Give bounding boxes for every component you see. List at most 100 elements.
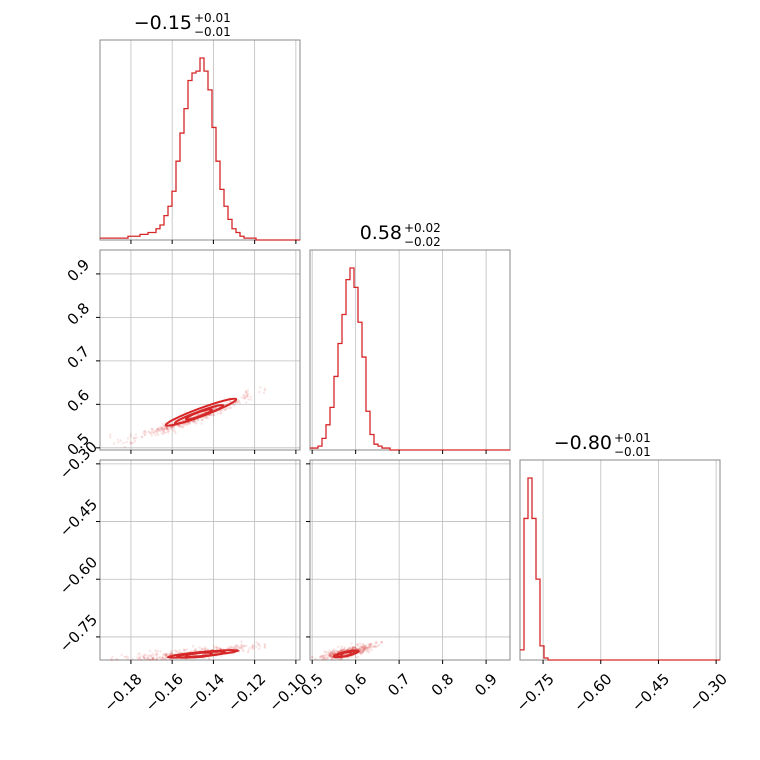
- scatter-point: [166, 426, 169, 429]
- scatter-point: [246, 395, 249, 398]
- scatter-point: [185, 423, 188, 426]
- scatter-point: [193, 648, 197, 652]
- scatter-point: [340, 657, 344, 661]
- scatter-point: [196, 418, 200, 422]
- scatter-point: [109, 657, 113, 661]
- scatter-point: [140, 658, 143, 662]
- scatter-point: [259, 386, 262, 389]
- scatter-point: [322, 656, 325, 660]
- panel-title-plus-0: +0.01: [194, 11, 231, 25]
- scatter-point: [175, 649, 178, 652]
- scatter-point: [184, 410, 187, 413]
- scatter-point: [360, 647, 363, 651]
- scatter-point: [120, 654, 123, 657]
- scatter-point: [119, 439, 122, 442]
- scatter-point: [324, 655, 327, 658]
- y-tick-label: 0.8: [64, 299, 94, 329]
- scatter-point: [356, 655, 360, 659]
- y-tick-label: 0.6: [64, 386, 94, 416]
- scatter-point: [350, 655, 353, 658]
- scatter-point: [215, 646, 219, 649]
- scatter-point: [364, 646, 367, 649]
- scatter-point: [182, 648, 186, 651]
- scatter-point: [175, 650, 179, 654]
- scatter-point: [343, 648, 346, 652]
- scatter-point: [144, 431, 148, 434]
- panel-title-minus-0: −0.01: [194, 25, 231, 39]
- scatter-point: [215, 645, 218, 649]
- scatter-point: [328, 655, 332, 658]
- scatter-point: [318, 655, 322, 658]
- scatter-point: [155, 653, 158, 656]
- scatter-point: [178, 651, 181, 654]
- scatter-point: [378, 643, 381, 647]
- scatter-point: [330, 652, 333, 655]
- scatter-point: [216, 412, 220, 415]
- scatter-point: [347, 656, 350, 660]
- scatter-point: [181, 426, 185, 429]
- scatter-point: [154, 430, 157, 433]
- scatter-point: [247, 649, 250, 652]
- scatter-point: [196, 418, 200, 422]
- scatter-point: [255, 641, 258, 644]
- scatter-point: [164, 425, 167, 429]
- scatter-point: [368, 644, 371, 648]
- scatter-point: [157, 428, 160, 431]
- scatter-point: [329, 651, 333, 654]
- scatter-point: [236, 645, 240, 648]
- scatter-point: [239, 646, 243, 649]
- scatter-point: [367, 646, 370, 649]
- scatter-point: [324, 653, 327, 657]
- scatter-point: [245, 644, 248, 648]
- scatter-point: [179, 424, 182, 427]
- scatter-point: [169, 426, 172, 429]
- scatter-point: [342, 648, 345, 651]
- scatter-point: [370, 645, 373, 648]
- x-tick-label: −0.12: [224, 670, 269, 715]
- scatter-point: [215, 647, 218, 651]
- x-tick-label: −0.14: [183, 670, 228, 715]
- scatter-point: [171, 421, 174, 425]
- scatter-point: [150, 431, 153, 434]
- scatter-point: [351, 646, 355, 650]
- scatter-point: [116, 438, 119, 441]
- scatter-point: [356, 643, 359, 646]
- scatter-point: [155, 651, 158, 654]
- scatter-point: [363, 645, 366, 648]
- scatter-point: [136, 658, 140, 661]
- scatter-point: [149, 658, 152, 662]
- scatter-point: [243, 397, 246, 400]
- scatter-point: [231, 403, 235, 406]
- scatter-point: [230, 646, 233, 649]
- scatter-point: [370, 643, 373, 646]
- scatter-point: [327, 653, 330, 656]
- scatter-point: [146, 656, 149, 659]
- scatter-point: [318, 656, 322, 660]
- scatter-point: [213, 407, 216, 410]
- scatter-point: [369, 643, 372, 646]
- scatter-point: [240, 396, 243, 399]
- scatter-point: [123, 656, 127, 659]
- scatter-point: [331, 649, 335, 653]
- scatter-point: [174, 432, 177, 435]
- scatter-point: [241, 645, 244, 648]
- scatter-point: [320, 654, 323, 658]
- scatter-point: [167, 430, 170, 433]
- scatter-point: [201, 647, 204, 650]
- scatter-point: [364, 647, 368, 650]
- scatter-point: [183, 422, 187, 426]
- scatter-point: [195, 649, 198, 653]
- scatter-point: [234, 401, 237, 405]
- scatter-point: [160, 428, 163, 431]
- scatter-point: [155, 428, 159, 431]
- scatter-point: [129, 441, 132, 445]
- scatter-point: [252, 644, 255, 647]
- scatter-point: [142, 654, 145, 658]
- scatter-point: [151, 658, 154, 661]
- scatter-point: [354, 646, 357, 650]
- scatter-point: [131, 657, 134, 661]
- scatter-point: [126, 655, 129, 659]
- scatter-point: [363, 648, 367, 652]
- scatter-point: [224, 408, 227, 411]
- scatter-point: [343, 647, 346, 650]
